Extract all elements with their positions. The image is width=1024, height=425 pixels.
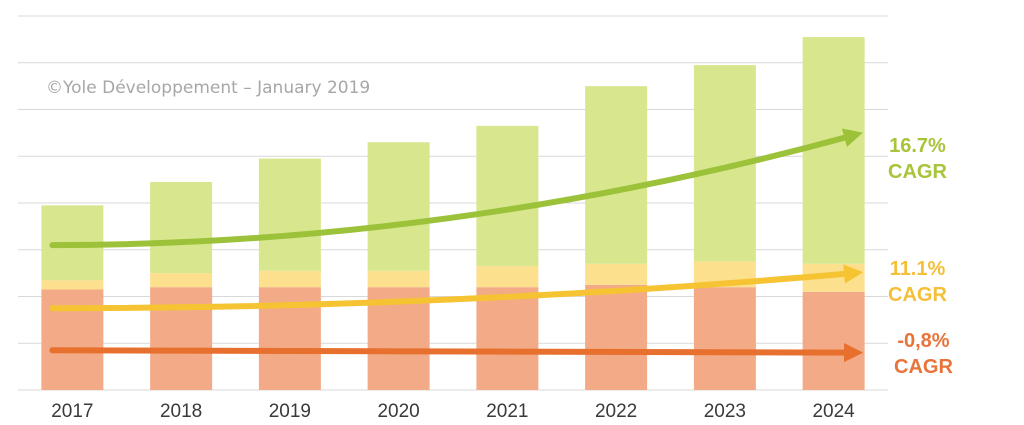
bar-segment-2024-2 <box>802 37 865 264</box>
bar-segment-2021-1 <box>476 266 539 288</box>
x-tick-label-2024: 2024 <box>812 401 855 422</box>
cagr-arrow-1 <box>49 264 864 312</box>
cagr-arrows <box>49 128 864 363</box>
x-tick-label-2021: 2021 <box>486 401 528 422</box>
bar-segment-2019-2 <box>258 158 321 271</box>
cagr-arrow-2 <box>49 342 864 363</box>
cagr-rate-orange: -0,8% <box>897 330 950 352</box>
bar-segment-2020-1 <box>367 270 430 288</box>
cagr-label-orange: CAGR <box>894 356 953 378</box>
cagr-annotation-orange: -0,8% CAGR <box>894 328 953 380</box>
bar-segment-2022-1 <box>585 263 648 285</box>
bar-segment-2020-2 <box>367 142 430 271</box>
copyright-watermark: ©Yole Développement – January 2019 <box>46 78 371 98</box>
x-tick-label-2019: 2019 <box>269 401 311 422</box>
x-tick-label-2018: 2018 <box>160 401 202 422</box>
bar-segment-2021-0 <box>476 287 539 390</box>
bar-segment-2018-2 <box>150 181 213 274</box>
x-tick-label-2023: 2023 <box>704 401 746 422</box>
cagr-label-yellow: CAGR <box>888 284 947 306</box>
x-tick-label-2017: 2017 <box>51 401 93 422</box>
cagr-rate-green: 16.7% <box>889 135 946 157</box>
bar-segment-2017-0 <box>41 289 104 390</box>
x-tick-label-2020: 2020 <box>377 401 419 422</box>
bar-segment-2024-0 <box>802 291 865 390</box>
cagr-label-green: CAGR <box>888 161 947 183</box>
bar-segment-2022-0 <box>585 284 648 390</box>
bar-segment-2022-2 <box>585 86 648 264</box>
bar-segment-2018-1 <box>150 273 213 288</box>
x-axis-tick-labels: 2017 2018 2019 2020 2021 2022 2023 2024 <box>51 401 855 422</box>
cagr-annotation-green: 16.7% CAGR <box>888 133 947 185</box>
bar-segment-2018-0 <box>150 287 213 390</box>
bar-segment-2021-2 <box>476 125 539 267</box>
cagr-annotation-yellow: 11.1% CAGR <box>888 256 947 308</box>
bar-segment-2019-1 <box>258 270 321 288</box>
cagr-arrow-0 <box>49 128 863 249</box>
bar-segment-2017-1 <box>41 280 104 290</box>
gridlines <box>18 15 888 391</box>
cagr-rate-yellow: 11.1% <box>889 258 946 280</box>
bar-segment-2023-0 <box>693 287 756 390</box>
x-tick-label-2022: 2022 <box>595 401 637 422</box>
